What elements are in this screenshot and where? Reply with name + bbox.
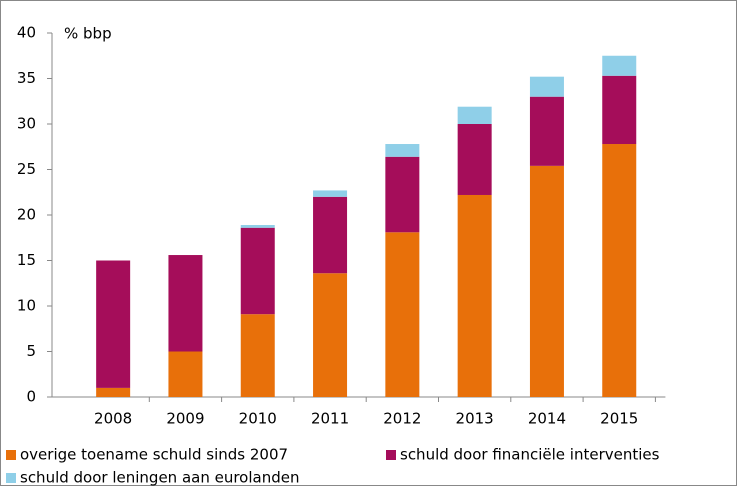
bar-segment [602,144,637,397]
x-tick-label: 2012 [383,410,421,428]
legend-swatch [6,450,16,460]
x-tick-label: 2010 [239,410,277,428]
bar-segment [457,106,492,124]
y-tick-label: 25 [17,160,36,178]
bar-segment [240,227,275,315]
bar-segment [96,387,131,397]
y-tick-label: 15 [17,251,36,269]
bar-segment [457,124,492,195]
bar-segment [529,76,564,97]
legend-label: schuld door financiële interventies [400,446,660,464]
bar-segment [313,190,348,197]
legend-label: overige toename schuld sinds 2007 [20,446,288,464]
bar-segment [529,165,564,397]
bar-segment [313,196,348,274]
bar-segment [529,96,564,166]
legend-swatch [386,450,396,460]
x-tick-label: 2009 [166,410,204,428]
x-tick-label: 2015 [600,410,638,428]
y-tick-label: 30 [17,115,36,133]
y-tick-label: 10 [17,297,36,315]
bar-segment [602,55,637,76]
bar-segment [457,194,492,397]
x-tick-label: 2014 [528,410,566,428]
legend-swatch [6,473,16,483]
x-tick-label: 2008 [94,410,132,428]
bar-segment [240,314,275,397]
bar-segment [313,273,348,397]
bar-segment [602,75,637,145]
y-tick-label: 20 [17,206,36,224]
y-tick-label: 40 [17,24,36,42]
y-tick-label: 35 [17,69,36,87]
bar-segment [168,255,203,352]
y-tick-label: 5 [26,342,36,360]
bar-segment [385,156,420,233]
y-axis-label: % bbp [64,25,112,43]
legend-label: schuld door leningen aan eurolanden [20,469,299,486]
bar-segment [240,225,275,228]
bar-segment [168,351,203,397]
bar-segment [385,144,420,157]
bar-segment [385,232,420,397]
y-tick-label: 0 [26,388,36,406]
x-tick-label: 2013 [456,410,494,428]
bar-segment [96,260,131,388]
x-tick-label: 2011 [311,410,349,428]
